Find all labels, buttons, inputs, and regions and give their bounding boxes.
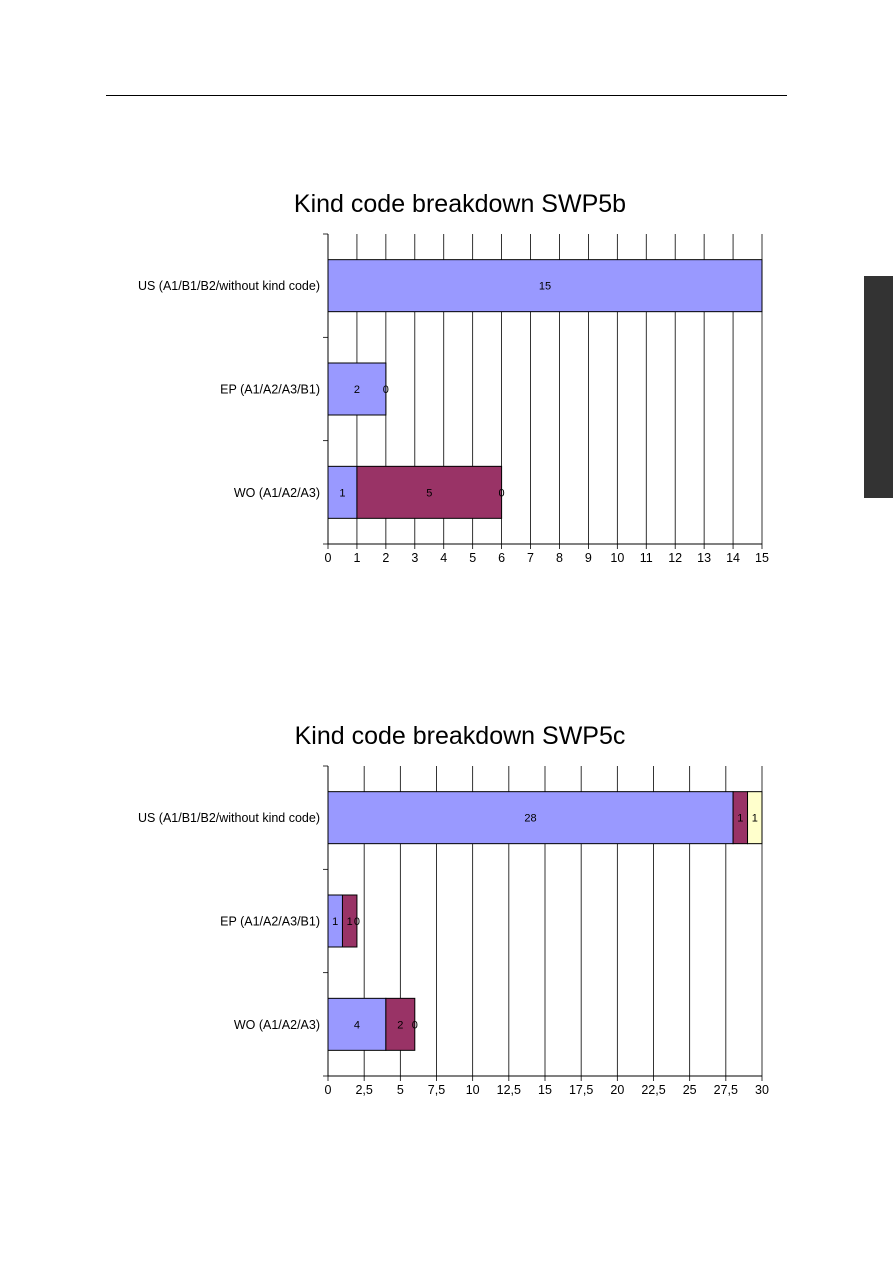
bar-segment	[327, 997, 387, 1051]
x-tick-label: 2,5	[355, 1083, 372, 1097]
x-tick-label: 0	[325, 1083, 332, 1097]
header-rule	[106, 95, 787, 96]
x-tick-label: 9	[585, 551, 592, 565]
x-tick-label: 22,5	[641, 1083, 665, 1097]
x-tick-label: 10	[466, 1083, 480, 1097]
data-label: 0	[499, 487, 505, 499]
chart-title-swp5c: Kind code breakdown SWP5c	[294, 722, 626, 750]
bar-segment	[327, 259, 763, 313]
category-label: WO (A1/A2/A3)	[234, 486, 320, 500]
x-tick-label: 4	[440, 551, 447, 565]
data-label: 1	[332, 916, 338, 928]
side-tab	[864, 276, 893, 498]
bar-segment	[327, 362, 387, 416]
x-tick-label: 20	[610, 1083, 624, 1097]
x-tick-label: 27,5	[714, 1083, 738, 1097]
data-label: 4	[354, 1019, 360, 1031]
bar-segment	[356, 465, 503, 519]
x-tick-label: 8	[556, 551, 563, 565]
x-tick-label: 3	[411, 551, 418, 565]
category-label: WO (A1/A2/A3)	[234, 1018, 320, 1032]
x-tick-label: 15	[538, 1083, 552, 1097]
x-tick-label: 17,5	[569, 1083, 593, 1097]
data-label: 1	[737, 813, 743, 825]
category-label: US (A1/B1/B2/without kind code)	[138, 811, 320, 825]
chart-title-swp5b: Kind code breakdown SWP5b	[293, 190, 627, 218]
category-label: US (A1/B1/B2/without kind code)	[138, 279, 320, 293]
x-tick-label: 2	[382, 551, 389, 565]
x-tick-label: 11	[640, 551, 653, 565]
category-label: EP (A1/A2/A3/B1)	[220, 383, 320, 397]
x-tick-label: 7,5	[428, 1083, 445, 1097]
x-tick-label: 12	[668, 551, 682, 565]
x-tick-label: 5	[397, 1083, 404, 1097]
x-tick-label: 13	[697, 551, 711, 565]
x-tick-label: 7	[527, 551, 534, 565]
x-tick-label: 14	[726, 551, 740, 565]
data-label: 15	[539, 281, 551, 293]
data-label: 2	[354, 384, 360, 396]
x-tick-label: 1	[353, 551, 360, 565]
x-tick-label: 15	[755, 551, 769, 565]
data-label: 5	[426, 487, 432, 499]
bar-segment	[341, 894, 358, 948]
data-label: 1	[347, 916, 353, 928]
bar-segment	[747, 791, 763, 845]
data-label: 2	[397, 1019, 403, 1031]
data-label: 0	[354, 916, 360, 928]
x-tick-label: 12,5	[497, 1083, 521, 1097]
x-tick-label: 6	[498, 551, 505, 565]
x-tick-label: 25	[683, 1083, 697, 1097]
x-tick-label: 5	[469, 551, 476, 565]
category-label: EP (A1/A2/A3/B1)	[220, 915, 320, 929]
data-label: 1	[339, 487, 345, 499]
x-tick-label: 0	[325, 551, 332, 565]
data-label: 0	[383, 384, 389, 396]
data-label: 0	[412, 1019, 418, 1031]
data-label: 1	[752, 813, 758, 825]
x-tick-label: 30	[755, 1083, 769, 1097]
x-tick-label: 10	[610, 551, 624, 565]
data-label: 28	[524, 813, 536, 825]
bar-segment	[385, 997, 416, 1051]
